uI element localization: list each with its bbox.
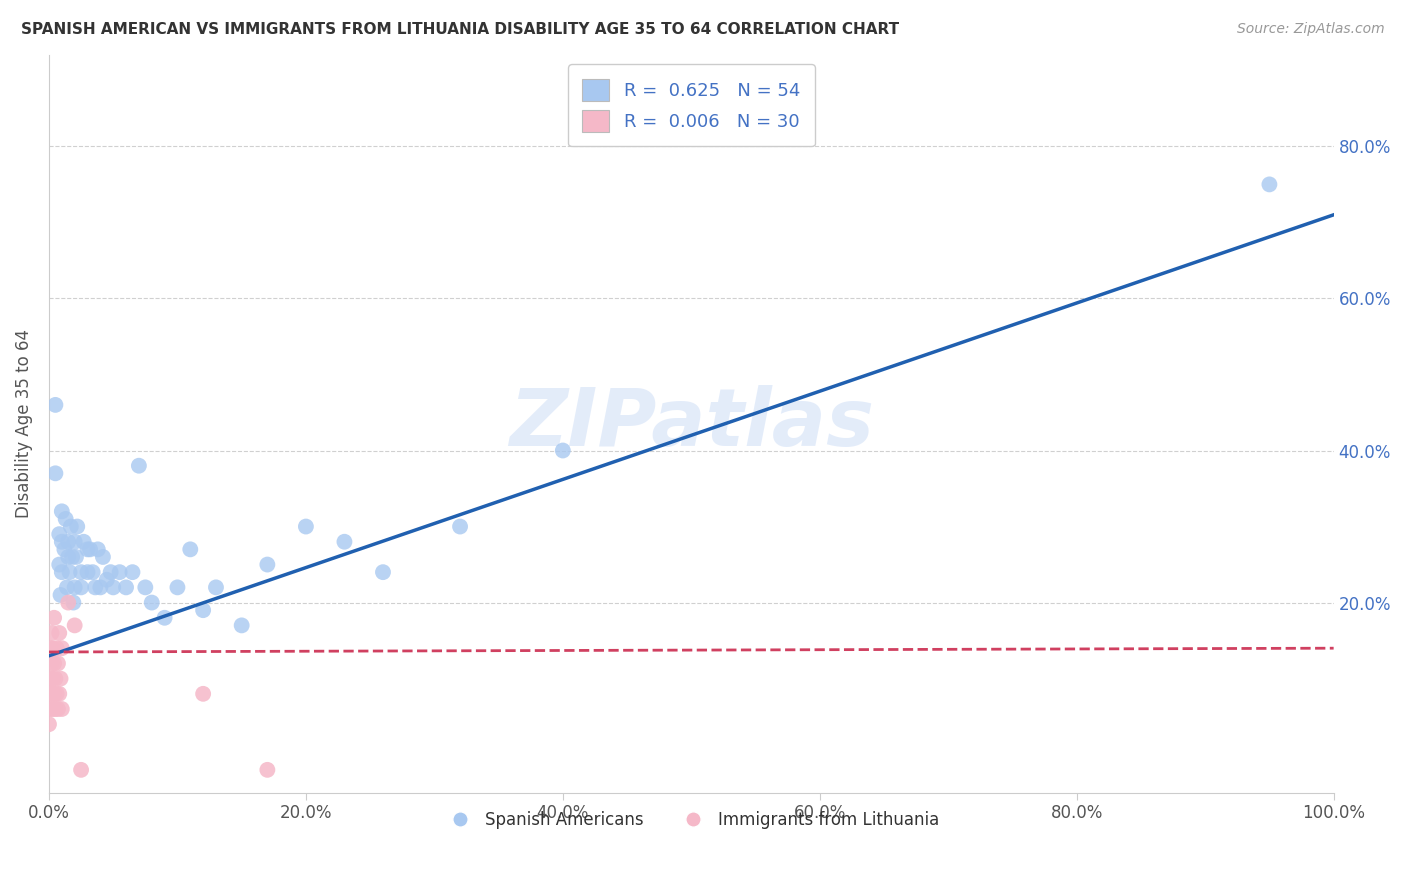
- Point: [44, 672, 66, 686]
- Point: [63, 618, 86, 632]
- Point: [41, 626, 63, 640]
- Point: [42, 702, 65, 716]
- Point: [59, 519, 82, 533]
- Point: [103, 580, 125, 594]
- Point: [42, 657, 65, 671]
- Point: [205, 580, 228, 594]
- Point: [65, 549, 87, 564]
- Legend: Spanish Americans, Immigrants from Lithuania: Spanish Americans, Immigrants from Lithu…: [436, 805, 946, 836]
- Point: [58, 534, 80, 549]
- Y-axis label: Disability Age 35 to 64: Disability Age 35 to 64: [15, 329, 32, 518]
- Point: [82, 565, 104, 579]
- Point: [45, 687, 67, 701]
- Point: [42, 611, 65, 625]
- Point: [134, 580, 156, 594]
- Point: [39, 672, 62, 686]
- Point: [191, 687, 214, 701]
- Point: [51, 534, 73, 549]
- Point: [66, 519, 89, 533]
- Point: [333, 534, 356, 549]
- Point: [56, 580, 79, 594]
- Point: [58, 565, 80, 579]
- Point: [70, 565, 93, 579]
- Text: Source: ZipAtlas.com: Source: ZipAtlas.com: [1237, 22, 1385, 37]
- Point: [41, 657, 63, 671]
- Point: [256, 558, 278, 572]
- Point: [49, 672, 72, 686]
- Point: [76, 542, 98, 557]
- Point: [87, 542, 110, 557]
- Point: [58, 549, 80, 564]
- Point: [96, 573, 118, 587]
- Point: [63, 534, 86, 549]
- Point: [39, 702, 62, 716]
- Point: [51, 565, 73, 579]
- Point: [63, 580, 86, 594]
- Point: [179, 542, 201, 557]
- Point: [46, 657, 69, 671]
- Point: [53, 542, 76, 557]
- Point: [48, 626, 70, 640]
- Point: [100, 565, 122, 579]
- Point: [38, 687, 60, 701]
- Point: [256, 763, 278, 777]
- Point: [153, 611, 176, 625]
- Text: SPANISH AMERICAN VS IMMIGRANTS FROM LITHUANIA DISABILITY AGE 35 TO 64 CORRELATIO: SPANISH AMERICAN VS IMMIGRANTS FROM LITH…: [21, 22, 900, 37]
- Point: [191, 603, 214, 617]
- Point: [115, 580, 138, 594]
- Point: [73, 534, 96, 549]
- Point: [449, 519, 471, 533]
- Point: [46, 702, 69, 716]
- Point: [51, 702, 73, 716]
- Point: [44, 702, 66, 716]
- Point: [48, 527, 70, 541]
- Point: [70, 580, 93, 594]
- Point: [51, 641, 73, 656]
- Point: [39, 641, 62, 656]
- Point: [55, 512, 77, 526]
- Point: [49, 588, 72, 602]
- Point: [231, 618, 253, 632]
- Point: [42, 672, 65, 686]
- Point: [108, 565, 131, 579]
- Point: [295, 519, 318, 533]
- Point: [44, 467, 66, 481]
- Point: [60, 549, 83, 564]
- Point: [371, 565, 394, 579]
- Point: [551, 443, 574, 458]
- Point: [1258, 178, 1281, 192]
- Point: [58, 596, 80, 610]
- Point: [42, 687, 65, 701]
- Point: [38, 717, 60, 731]
- Point: [166, 580, 188, 594]
- Point: [84, 580, 107, 594]
- Point: [48, 687, 70, 701]
- Point: [76, 565, 98, 579]
- Point: [128, 458, 150, 473]
- Point: [141, 596, 163, 610]
- Point: [51, 504, 73, 518]
- Point: [44, 398, 66, 412]
- Point: [91, 549, 114, 564]
- Point: [45, 641, 67, 656]
- Point: [70, 763, 93, 777]
- Text: ZIPatlas: ZIPatlas: [509, 384, 873, 463]
- Point: [41, 687, 63, 701]
- Point: [48, 558, 70, 572]
- Point: [42, 641, 65, 656]
- Point: [79, 542, 101, 557]
- Point: [89, 580, 111, 594]
- Point: [121, 565, 143, 579]
- Point: [62, 596, 84, 610]
